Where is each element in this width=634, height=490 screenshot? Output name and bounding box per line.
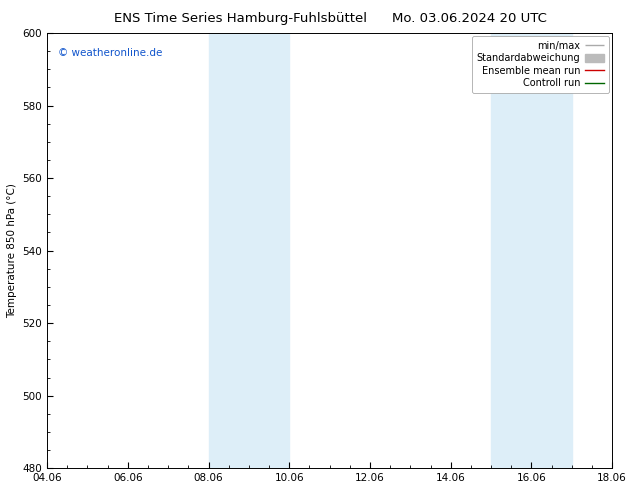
Bar [491, 33, 572, 468]
Legend: min/max, Standardabweichung, Ensemble mean run, Controll run: min/max, Standardabweichung, Ensemble me… [472, 36, 609, 93]
Bar [209, 33, 289, 468]
Text: Mo. 03.06.2024 20 UTC: Mo. 03.06.2024 20 UTC [392, 12, 547, 25]
Text: © weatheronline.de: © weatheronline.de [58, 48, 163, 58]
Text: ENS Time Series Hamburg-Fuhlsbüttel: ENS Time Series Hamburg-Fuhlsbüttel [114, 12, 368, 25]
Y-axis label: Temperature 850 hPa (°C): Temperature 850 hPa (°C) [7, 183, 17, 318]
